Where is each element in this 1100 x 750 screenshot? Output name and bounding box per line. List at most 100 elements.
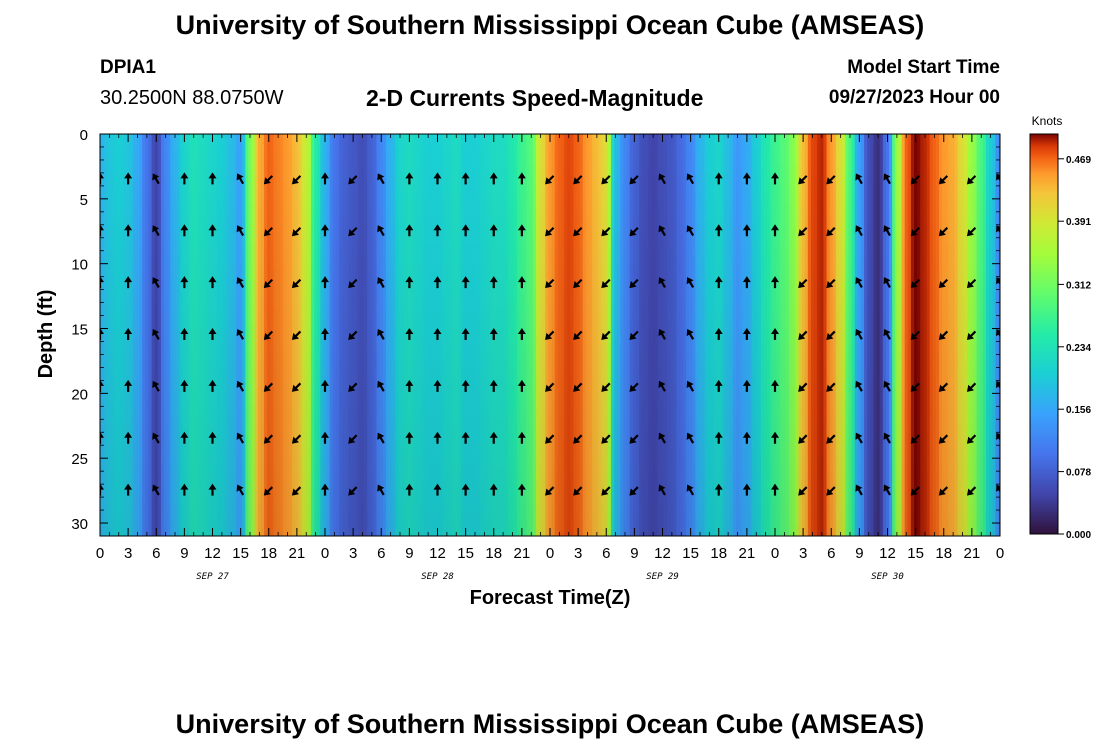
current-direction-arrow-icon <box>461 379 470 392</box>
y-tick-label: 5 <box>80 192 88 209</box>
arrow-head <box>348 281 356 289</box>
arrow-head <box>348 177 356 185</box>
current-direction-arrow-icon <box>489 431 498 444</box>
arrow-head <box>433 172 442 179</box>
arrow-head <box>855 484 863 492</box>
x-tick-label: 21 <box>289 545 306 562</box>
current-direction-arrow-icon <box>236 380 245 392</box>
arrow-head <box>517 172 526 179</box>
arrow-head <box>461 172 470 179</box>
arrow-head <box>658 432 666 440</box>
arrow-head <box>489 172 498 179</box>
y-axis-label: Depth (ft) <box>35 290 57 379</box>
current-direction-arrow-icon <box>855 432 863 444</box>
arrow-head <box>601 488 609 496</box>
arrow-head <box>263 177 271 185</box>
current-direction-arrow-icon <box>771 379 779 392</box>
current-direction-arrow-icon <box>658 173 666 185</box>
current-direction-arrow-icon <box>545 226 555 237</box>
arrow-head <box>826 384 834 392</box>
arrow-head <box>124 431 133 438</box>
model-start-label: Model Start Time <box>847 57 1000 78</box>
arrow-head <box>180 224 189 231</box>
current-direction-arrow-icon <box>208 328 217 340</box>
current-direction-arrow-icon <box>629 434 639 444</box>
arrow-head <box>377 328 385 337</box>
current-direction-arrow-icon <box>601 434 611 444</box>
current-direction-arrow-icon <box>826 330 836 340</box>
arrow-head <box>405 379 414 386</box>
arrow-head <box>658 484 666 492</box>
arrow-head <box>236 277 244 285</box>
current-direction-arrow-icon <box>180 224 189 237</box>
arrow-head <box>100 276 104 283</box>
arrow-head <box>545 229 553 237</box>
arrow-head <box>180 379 189 386</box>
current-direction-arrow-icon <box>686 432 695 444</box>
current-direction-arrow-icon <box>517 431 526 444</box>
current-direction-arrow-icon <box>798 486 808 496</box>
arrow-head <box>124 224 133 231</box>
arrow-head <box>826 229 834 237</box>
arrow-head <box>348 436 356 444</box>
arrow-head <box>321 431 329 438</box>
current-direction-arrow-icon <box>686 484 695 496</box>
current-direction-arrow-icon <box>152 328 160 340</box>
arrow-head <box>686 277 694 285</box>
arrow-head <box>291 177 299 185</box>
arrow-head <box>658 380 666 389</box>
arrow-head <box>686 173 694 181</box>
x-tick-label: 6 <box>827 545 835 562</box>
date-label: SEP 30 <box>871 572 904 582</box>
current-direction-arrow-icon <box>910 226 920 237</box>
arrow-head <box>489 379 498 386</box>
arrow-head <box>601 281 609 289</box>
x-tick-label: 18 <box>260 545 277 562</box>
arrow-head <box>629 177 637 185</box>
arrow-head <box>263 229 271 237</box>
current-direction-arrow-icon <box>100 328 104 340</box>
current-direction-arrow-icon <box>658 432 666 444</box>
current-direction-arrow-icon <box>573 486 583 496</box>
current-direction-arrow-icon <box>826 486 836 496</box>
current-direction-arrow-icon <box>938 278 949 289</box>
arrow-head <box>100 379 104 386</box>
arrow-head <box>658 277 666 285</box>
current-direction-arrow-icon <box>291 434 302 444</box>
arrow-head <box>883 328 891 337</box>
current-direction-arrow-icon <box>686 328 695 340</box>
arrow-head <box>461 431 470 438</box>
arrow-head <box>771 379 779 386</box>
current-direction-arrow-icon <box>826 226 836 237</box>
current-direction-arrow-icon <box>489 172 498 185</box>
current-direction-arrow-icon <box>910 330 920 340</box>
current-direction-arrow-icon <box>100 276 104 289</box>
current-direction-arrow-icon <box>601 382 611 392</box>
arrow-head <box>124 483 133 490</box>
current-direction-arrow-icon <box>938 175 949 185</box>
current-direction-arrow-icon <box>910 382 920 392</box>
current-direction-arrow-icon <box>377 277 385 289</box>
current-direction-arrow-icon <box>601 330 611 340</box>
arrow-head <box>966 488 974 496</box>
arrow-head <box>629 488 637 496</box>
current-direction-arrow-icon <box>405 172 414 185</box>
footer-title: University of Southern Mississippi Ocean… <box>175 709 925 739</box>
arrow-head <box>489 328 498 334</box>
arrow-head <box>208 431 217 438</box>
current-direction-arrow-icon <box>461 431 470 444</box>
current-direction-arrow-icon <box>405 483 414 496</box>
current-direction-arrow-icon <box>658 328 666 340</box>
current-direction-arrow-icon <box>433 328 442 340</box>
arrow-head <box>573 384 581 392</box>
arrow-head <box>124 379 133 386</box>
current-direction-arrow-icon <box>910 175 920 185</box>
station-id: DPIA1 <box>100 57 156 78</box>
current-direction-arrow-icon <box>742 224 751 237</box>
arrow-head <box>291 281 299 289</box>
colorbar-title: Knots <box>1032 114 1063 128</box>
current-direction-arrow-icon <box>208 483 217 496</box>
x-axis-label: Forecast Time(Z) <box>470 587 631 609</box>
current-direction-arrow-icon <box>686 173 695 185</box>
arrow-head <box>489 276 498 283</box>
